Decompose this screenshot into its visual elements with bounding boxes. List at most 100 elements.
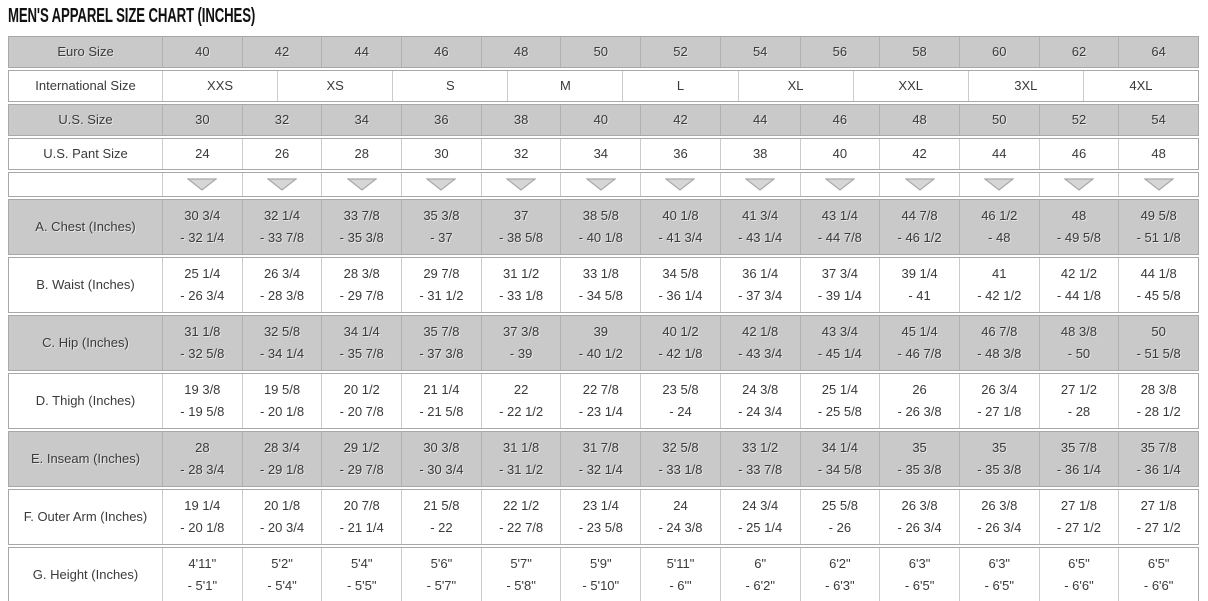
range-max: - 20 1/8 <box>259 404 305 419</box>
range-min: 30 3/4 <box>184 208 221 223</box>
range-max: - 46 1/2 <box>897 230 942 245</box>
table-row-arrows <box>8 172 1199 197</box>
range-cell: 32 5/8 - 34 1/4 <box>241 316 322 370</box>
range-min: 5'9" <box>590 556 612 571</box>
range-min: 33 7/8 <box>343 208 380 223</box>
range-max: - 28 1/2 <box>1136 404 1181 419</box>
range-min: 37 3/8 <box>503 324 540 339</box>
range-max: - 20 1/8 <box>180 520 225 535</box>
size-cell: 4XL <box>1082 71 1198 101</box>
range-max: - 20 7/8 <box>339 404 384 419</box>
down-triangle-icon <box>1063 178 1094 191</box>
size-cell: 44 <box>719 105 800 135</box>
range-cell: 33 7/8 - 35 3/8 <box>321 200 401 254</box>
range-cell: 34 5/8 - 36 1/4 <box>640 258 720 312</box>
range-cell: 24 - 24 3/8 <box>640 490 720 544</box>
range-cell: 6'5" - 6'6" <box>1038 548 1119 601</box>
range-max: - 26 3/4 <box>180 288 225 303</box>
range-min: 5'11" <box>666 556 695 571</box>
range-cell: 34 1/4 - 34 5/8 <box>799 432 880 486</box>
range-max: - 6'5" <box>904 578 935 593</box>
range-cell: 42 1/8 - 43 3/4 <box>719 316 800 370</box>
size-cell: 44 <box>321 37 401 67</box>
arrow-cell <box>1118 173 1198 196</box>
range-min: 30 3/8 <box>423 440 460 455</box>
arrow-cell <box>560 173 640 196</box>
size-chart-table: Euro Size 40 42 44 46 48 50 52 54 56 58 60 62 64 Inter… <box>8 36 1199 601</box>
range-min: 42 1/2 <box>1060 266 1098 281</box>
down-triangle-icon <box>346 178 377 191</box>
range-cell: 35 7/8 - 36 1/4 <box>1118 432 1198 486</box>
range-min: 48 3/8 <box>1060 324 1098 339</box>
size-cell: 46 <box>1038 139 1119 169</box>
size-cell: 52 <box>1038 105 1119 135</box>
arrow-cell <box>480 173 561 196</box>
range-min: 32 5/8 <box>662 440 699 455</box>
range-max: - 26 3/4 <box>897 520 942 535</box>
size-cell: 36 <box>640 139 720 169</box>
range-max: - 27 1/2 <box>1056 520 1101 535</box>
range-max: - 6'6" <box>1143 578 1174 593</box>
range-cell: 44 1/8 - 45 5/8 <box>1118 258 1198 312</box>
range-cell: 5'9" - 5'10" <box>560 548 640 601</box>
range-cell: 27 1/2 - 28 <box>1038 374 1119 428</box>
range-min: 28 3/8 <box>1140 382 1177 397</box>
range-min: 5'7" <box>510 556 532 571</box>
range-max: - 41 <box>908 288 931 303</box>
range-max: - 42 1/2 <box>977 288 1022 303</box>
range-max: - 41 3/4 <box>658 230 703 245</box>
down-triangle-icon <box>904 178 935 191</box>
size-cell: 34 <box>560 139 640 169</box>
range-cell: 35 - 35 3/8 <box>879 432 959 486</box>
size-cell: 56 <box>799 37 880 67</box>
range-max: - 5'10" <box>582 578 620 593</box>
range-max: - 6'6" <box>1064 578 1094 593</box>
range-min: 5'4" <box>350 556 373 571</box>
size-cell: 52 <box>640 37 720 67</box>
arrow-cell <box>1038 173 1119 196</box>
size-cell: 32 <box>241 105 322 135</box>
range-cell: 19 1/4 - 20 1/8 <box>162 490 242 544</box>
range-max: - 27 1/2 <box>1136 520 1181 535</box>
range-cell: 35 7/8 - 36 1/4 <box>1038 432 1119 486</box>
range-cell: 50 - 51 5/8 <box>1118 316 1198 370</box>
range-cell: 39 1/4 - 41 <box>879 258 959 312</box>
range-cell: 43 1/4 - 44 7/8 <box>799 200 880 254</box>
range-max: - 6'5" <box>984 578 1015 593</box>
range-cell: 6'2" - 6'3" <box>799 548 880 601</box>
range-min: 25 1/4 <box>821 382 858 397</box>
range-cell: 27 1/8 - 27 1/2 <box>1038 490 1119 544</box>
size-cell: XS <box>277 71 392 101</box>
size-cell: S <box>392 71 507 101</box>
range-min: 20 1/8 <box>263 498 301 513</box>
range-max: - 35 7/8 <box>339 346 384 361</box>
range-cell: 26 - 26 3/8 <box>879 374 959 428</box>
size-cell: 34 <box>321 105 401 135</box>
down-triangle-icon <box>426 178 457 191</box>
range-cell: 6'3" - 6'5" <box>879 548 959 601</box>
range-min: 23 5/8 <box>662 382 699 397</box>
range-min: 20 1/2 <box>343 382 380 397</box>
size-cell: XXS <box>162 71 277 101</box>
range-cell: 32 1/4 - 33 7/8 <box>241 200 322 254</box>
range-min: 28 3/4 <box>263 440 301 455</box>
table-row-g-height-inches: G. Height (Inches) 4'11" - 5'1" 5'2" - 5'4" 5… <box>8 547 1199 601</box>
range-max: - 45 5/8 <box>1136 288 1181 303</box>
range-max: - 29 1/8 <box>259 462 305 477</box>
range-cell: 22 1/2 - 22 7/8 <box>480 490 561 544</box>
size-cell: M <box>507 71 622 101</box>
range-max: - 29 7/8 <box>339 288 384 303</box>
size-cell: 50 <box>958 105 1039 135</box>
range-min: 35 <box>912 440 927 455</box>
range-cell: 31 1/2 - 33 1/8 <box>480 258 561 312</box>
range-cell: 19 3/8 - 19 5/8 <box>162 374 242 428</box>
range-cell: 5'6" - 5'7" <box>401 548 481 601</box>
range-max: - 24 3/8 <box>658 520 703 535</box>
range-min: 25 1/4 <box>184 266 221 281</box>
range-cell: 33 1/8 - 34 5/8 <box>560 258 640 312</box>
range-cell: 46 7/8 - 48 3/8 <box>958 316 1039 370</box>
range-min: 41 3/4 <box>742 208 779 223</box>
range-cell: 28 - 28 3/4 <box>162 432 242 486</box>
row-label: G. Height (Inches) <box>32 567 139 582</box>
range-cell: 35 7/8 - 37 3/8 <box>401 316 481 370</box>
